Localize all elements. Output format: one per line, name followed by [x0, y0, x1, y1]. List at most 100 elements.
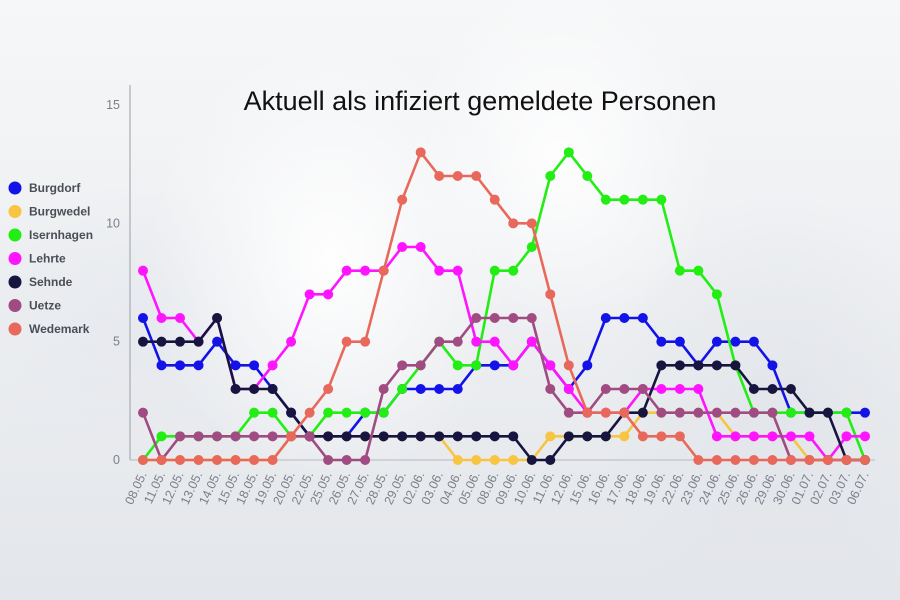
data-point-burgdorf	[193, 360, 204, 371]
data-point-uetze	[711, 407, 722, 418]
data-point-burgdorf	[489, 360, 500, 371]
data-point-isernhagen	[397, 384, 408, 394]
data-point-sehnde	[286, 407, 297, 418]
data-point-wedemark	[415, 147, 426, 158]
data-point-uetze	[619, 384, 630, 394]
data-point-isernhagen	[711, 289, 722, 300]
data-point-lehrte	[656, 384, 667, 394]
data-point-uetze	[489, 313, 500, 323]
data-point-sehnde	[267, 384, 278, 394]
data-point-uetze	[230, 431, 241, 442]
data-point-sehnde	[637, 407, 648, 418]
data-point-sehnde	[785, 384, 796, 394]
data-point-wedemark	[138, 455, 148, 465]
data-point-lehrte	[267, 360, 278, 371]
data-point-sehnde	[489, 431, 500, 442]
data-point-wedemark	[545, 289, 556, 300]
data-point-sehnde	[822, 407, 833, 418]
data-point-uetze	[397, 360, 408, 371]
data-point-wedemark	[471, 171, 482, 181]
data-point-isernhagen	[656, 194, 667, 205]
data-point-isernhagen	[378, 407, 389, 418]
data-point-burgdorf	[452, 384, 463, 394]
data-point-wedemark	[341, 336, 352, 347]
data-point-sehnde	[323, 431, 334, 442]
data-point-lehrte	[360, 265, 371, 276]
data-point-uetze	[378, 384, 389, 394]
data-point-lehrte	[767, 431, 778, 442]
data-point-wedemark	[267, 455, 278, 465]
data-point-burgwedel	[471, 455, 482, 465]
data-point-lehrte	[452, 265, 463, 276]
data-point-burgwedel	[619, 431, 630, 442]
data-point-uetze	[508, 313, 519, 323]
data-point-wedemark	[212, 455, 223, 465]
series-sehnde	[138, 313, 870, 465]
data-point-uetze	[693, 407, 704, 418]
data-point-sehnde	[156, 336, 167, 347]
data-point-wedemark	[804, 455, 815, 465]
series-line-isernhagen	[141, 151, 867, 461]
data-point-isernhagen	[693, 265, 704, 276]
series-line-wedemark	[143, 151, 865, 462]
data-point-lehrte	[841, 431, 852, 442]
data-point-isernhagen	[600, 194, 611, 205]
data-point-wedemark	[175, 455, 186, 465]
data-point-burgdorf	[434, 384, 445, 394]
data-point-isernhagen	[841, 407, 852, 418]
data-point-burgwedel	[489, 455, 500, 465]
data-point-uetze	[193, 431, 204, 442]
data-point-wedemark	[748, 455, 759, 465]
data-point-wedemark	[508, 218, 519, 229]
data-point-sehnde	[360, 431, 371, 442]
y-tick-label: 5	[113, 335, 120, 349]
data-point-lehrte	[397, 242, 408, 252]
data-point-lehrte	[286, 336, 297, 347]
data-point-sehnde	[730, 360, 741, 371]
data-point-wedemark	[193, 455, 204, 465]
data-point-sehnde	[175, 336, 186, 347]
data-point-isernhagen	[452, 360, 463, 371]
data-point-sehnde	[767, 384, 778, 394]
data-point-sehnde	[563, 431, 574, 442]
y-tick-label: 10	[106, 216, 120, 230]
data-point-burgwedel	[452, 455, 463, 465]
data-point-burgdorf	[730, 336, 741, 347]
data-point-uetze	[415, 360, 426, 371]
data-point-wedemark	[434, 171, 445, 181]
data-point-burgdorf	[748, 336, 759, 347]
data-point-sehnde	[674, 360, 685, 371]
data-point-wedemark	[785, 455, 796, 465]
data-point-uetze	[674, 407, 685, 418]
data-point-burgdorf	[138, 313, 148, 323]
series-line-sehnde	[143, 316, 865, 462]
data-point-uetze	[138, 407, 148, 418]
y-tick-label: 0	[113, 453, 120, 467]
data-point-isernhagen	[545, 171, 556, 181]
data-point-uetze	[730, 407, 741, 418]
data-point-wedemark	[693, 455, 704, 465]
data-point-isernhagen	[619, 194, 630, 205]
data-point-burgdorf	[582, 360, 593, 371]
data-point-lehrte	[545, 360, 556, 371]
series-wedemark	[138, 147, 870, 465]
data-point-wedemark	[656, 431, 667, 442]
data-point-burgdorf	[767, 360, 778, 371]
data-point-wedemark	[637, 431, 648, 442]
data-point-wedemark	[619, 407, 630, 418]
data-point-uetze	[212, 431, 223, 442]
data-point-isernhagen	[323, 407, 334, 418]
data-point-isernhagen	[360, 407, 371, 418]
data-point-isernhagen	[249, 407, 260, 418]
data-point-sehnde	[415, 431, 426, 442]
legend-marker	[8, 322, 22, 336]
series-isernhagen	[138, 147, 870, 465]
data-point-lehrte	[415, 242, 426, 252]
data-point-wedemark	[711, 455, 722, 465]
data-point-wedemark	[582, 407, 593, 418]
data-point-wedemark	[304, 407, 315, 418]
data-point-sehnde	[397, 431, 408, 442]
data-point-sehnde	[249, 384, 260, 394]
